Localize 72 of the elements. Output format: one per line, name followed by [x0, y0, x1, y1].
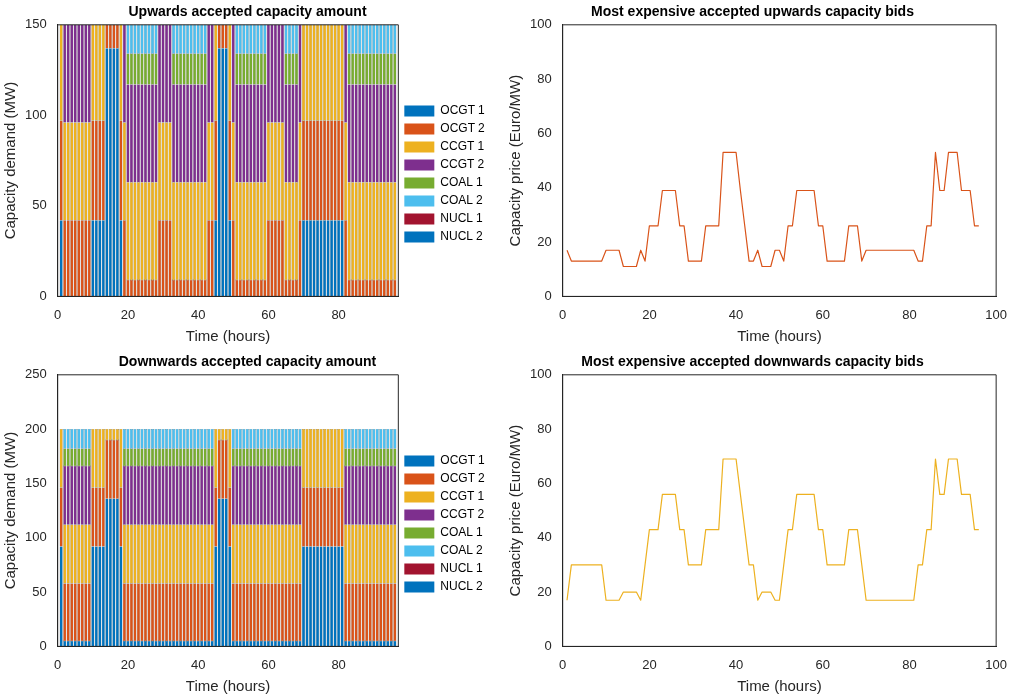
- x-tick-label: 20: [642, 306, 657, 322]
- x-tick-label: 100: [985, 306, 1008, 322]
- y-tick-label: 50: [32, 197, 47, 213]
- legend-label: NUCL 1: [440, 561, 483, 576]
- y-tick-label: 60: [537, 475, 552, 491]
- x-axis-title: Time (hours): [737, 327, 822, 345]
- y-tick-label: 250: [24, 366, 47, 382]
- x-tick-label: 40: [190, 306, 206, 322]
- y-tick-label: 100: [24, 529, 47, 545]
- legend-label: OCGT 2: [440, 471, 486, 486]
- chart-title: Most expensive accepted downwards capacity bids: [581, 353, 924, 370]
- x-tick-label: 20: [120, 306, 136, 322]
- x-tick-label: 60: [261, 656, 276, 672]
- y-tick-label: 80: [537, 70, 552, 86]
- legend-label: COAL 1: [440, 175, 483, 190]
- x-axis-title: Time (hours): [185, 327, 271, 345]
- legend-label: NUCL 1: [440, 211, 483, 226]
- legend-label: NUCL 2: [440, 229, 483, 244]
- x-tick-label: 0: [54, 656, 62, 672]
- x-tick-label: 0: [559, 306, 567, 322]
- legend-label: COAL 2: [440, 543, 483, 558]
- legend-label: COAL 2: [440, 193, 483, 208]
- x-tick-label: 40: [728, 656, 744, 672]
- x-axis-title: Time (hours): [737, 677, 822, 695]
- y-tick-label: 100: [529, 366, 552, 382]
- legend-label: CCGT 2: [440, 507, 485, 522]
- x-tick-label: 20: [642, 656, 657, 672]
- x-tick-label: 80: [902, 656, 917, 672]
- y-axis-title: Capacity price (Euro/MW): [506, 74, 524, 247]
- chart-title: Upwards accepted capacity amount: [128, 3, 367, 20]
- x-tick-label: 80: [331, 306, 346, 322]
- y-tick-label: 0: [544, 287, 552, 303]
- y-tick-label: 40: [537, 529, 552, 545]
- x-tick-label: 0: [54, 306, 62, 322]
- x-tick-label: 60: [815, 306, 830, 322]
- y-tick-label: 100: [529, 16, 552, 32]
- y-axis-title: Capacity demand (MW): [1, 431, 19, 590]
- y-tick-label: 150: [24, 16, 47, 32]
- x-tick-label: 100: [985, 656, 1008, 672]
- x-tick-label: 40: [190, 656, 206, 672]
- y-tick-label: 60: [537, 125, 552, 141]
- y-tick-label: 0: [39, 287, 47, 303]
- y-tick-label: 40: [537, 179, 552, 195]
- legend-label: CCGT 2: [440, 157, 485, 172]
- legend-label: CCGT 1: [440, 139, 485, 154]
- legend-label: OCGT 2: [440, 121, 486, 136]
- x-tick-label: 40: [728, 306, 744, 322]
- y-axis-title: Capacity price (Euro/MW): [506, 424, 524, 597]
- y-tick-label: 50: [32, 583, 47, 599]
- x-tick-label: 0: [559, 656, 567, 672]
- legend-label: COAL 1: [440, 525, 483, 540]
- x-tick-label: 80: [331, 656, 346, 672]
- legend-label: OCGT 1: [440, 103, 486, 118]
- legend-label: NUCL 2: [440, 579, 483, 594]
- y-tick-label: 0: [544, 637, 552, 653]
- x-tick-label: 60: [815, 656, 830, 672]
- chart-title: Downwards accepted capacity amount: [118, 353, 377, 370]
- y-tick-label: 200: [24, 420, 47, 436]
- y-tick-label: 20: [537, 583, 552, 599]
- x-tick-label: 60: [261, 306, 276, 322]
- x-tick-label: 20: [120, 656, 136, 672]
- x-axis-title: Time (hours): [185, 677, 271, 695]
- chart-title: Most expensive accepted upwards capacity bids: [591, 3, 915, 20]
- y-axis-title: Capacity demand (MW): [1, 81, 19, 240]
- legend-label: OCGT 1: [440, 453, 486, 468]
- legend-label: CCGT 1: [440, 489, 485, 504]
- y-tick-label: 150: [24, 475, 47, 491]
- y-tick-label: 0: [39, 637, 47, 653]
- y-tick-label: 80: [537, 420, 552, 436]
- y-tick-label: 100: [24, 106, 47, 122]
- x-tick-label: 80: [902, 306, 917, 322]
- y-tick-label: 20: [537, 233, 552, 249]
